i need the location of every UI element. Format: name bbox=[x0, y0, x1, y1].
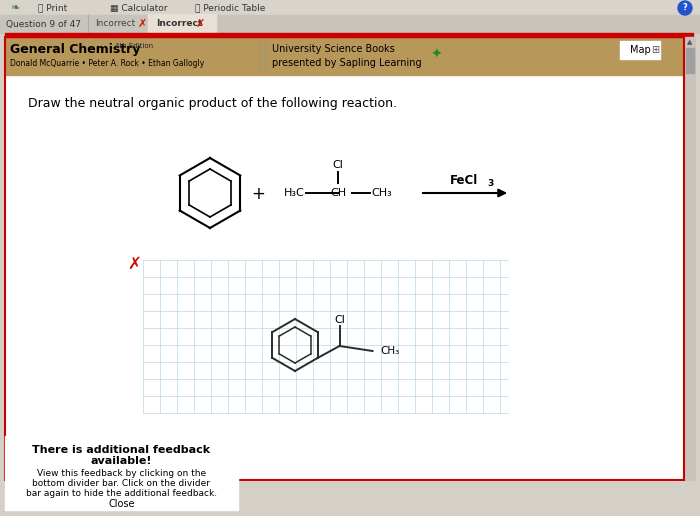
Circle shape bbox=[678, 1, 692, 15]
Text: CH₃: CH₃ bbox=[381, 346, 400, 356]
Bar bbox=[143, 260, 508, 413]
Bar bbox=[0, 0, 700, 15]
Bar bbox=[685, 37, 695, 480]
Bar bbox=[5, 436, 238, 510]
Text: Incorrect: Incorrect bbox=[95, 20, 135, 28]
Bar bbox=[148, 14, 216, 33]
Text: bar again to hide the additional feedback.: bar again to hide the additional feedbac… bbox=[26, 490, 217, 498]
Text: Cl: Cl bbox=[332, 160, 344, 170]
Bar bbox=[5, 37, 684, 480]
Text: ✗: ✗ bbox=[196, 19, 205, 29]
Bar bbox=[0, 15, 700, 33]
Text: bottom divider bar. Click on the divider: bottom divider bar. Click on the divider bbox=[32, 479, 211, 489]
Text: 4th Edition: 4th Edition bbox=[115, 43, 153, 49]
Text: 3: 3 bbox=[487, 180, 493, 188]
Text: FeCl: FeCl bbox=[450, 174, 478, 187]
Text: CH: CH bbox=[330, 188, 346, 198]
Text: ❧: ❧ bbox=[10, 3, 20, 13]
Text: Close: Close bbox=[108, 499, 134, 509]
Text: Cl: Cl bbox=[334, 315, 345, 325]
Text: Donald McQuarrie • Peter A. Rock • Ethan Gallogly: Donald McQuarrie • Peter A. Rock • Ethan… bbox=[10, 58, 204, 68]
Text: Map: Map bbox=[630, 45, 651, 55]
Bar bbox=[5, 33, 693, 37]
Text: ✗: ✗ bbox=[138, 19, 148, 29]
Bar bbox=[686, 48, 694, 73]
Text: Question 9 of 47: Question 9 of 47 bbox=[6, 20, 81, 28]
Bar bbox=[620, 41, 660, 59]
Text: ⊞: ⊞ bbox=[651, 45, 659, 55]
Text: General Chemistry: General Chemistry bbox=[10, 42, 141, 56]
Text: ⬜ Periodic Table: ⬜ Periodic Table bbox=[195, 4, 265, 12]
Text: available!: available! bbox=[91, 456, 153, 466]
Text: ▦ Calculator: ▦ Calculator bbox=[110, 4, 167, 12]
Text: H₃C: H₃C bbox=[284, 188, 305, 198]
Text: ✦: ✦ bbox=[430, 48, 442, 62]
Text: There is additional feedback: There is additional feedback bbox=[32, 445, 211, 455]
Text: Draw the neutral organic product of the following reaction.: Draw the neutral organic product of the … bbox=[28, 96, 397, 109]
Bar bbox=[5, 37, 684, 75]
Text: +: + bbox=[251, 185, 265, 203]
Text: ✗: ✗ bbox=[127, 255, 141, 273]
Text: ▲: ▲ bbox=[687, 39, 693, 45]
Text: Incorrect: Incorrect bbox=[156, 20, 202, 28]
Text: University Science Books: University Science Books bbox=[272, 44, 395, 54]
Bar bbox=[5, 37, 684, 480]
Text: ?: ? bbox=[682, 4, 687, 12]
Text: CH₃: CH₃ bbox=[371, 188, 392, 198]
Text: View this feedback by clicking on the: View this feedback by clicking on the bbox=[37, 470, 206, 478]
Text: ⬜ Print: ⬜ Print bbox=[38, 4, 67, 12]
Text: presented by Sapling Learning: presented by Sapling Learning bbox=[272, 58, 421, 68]
